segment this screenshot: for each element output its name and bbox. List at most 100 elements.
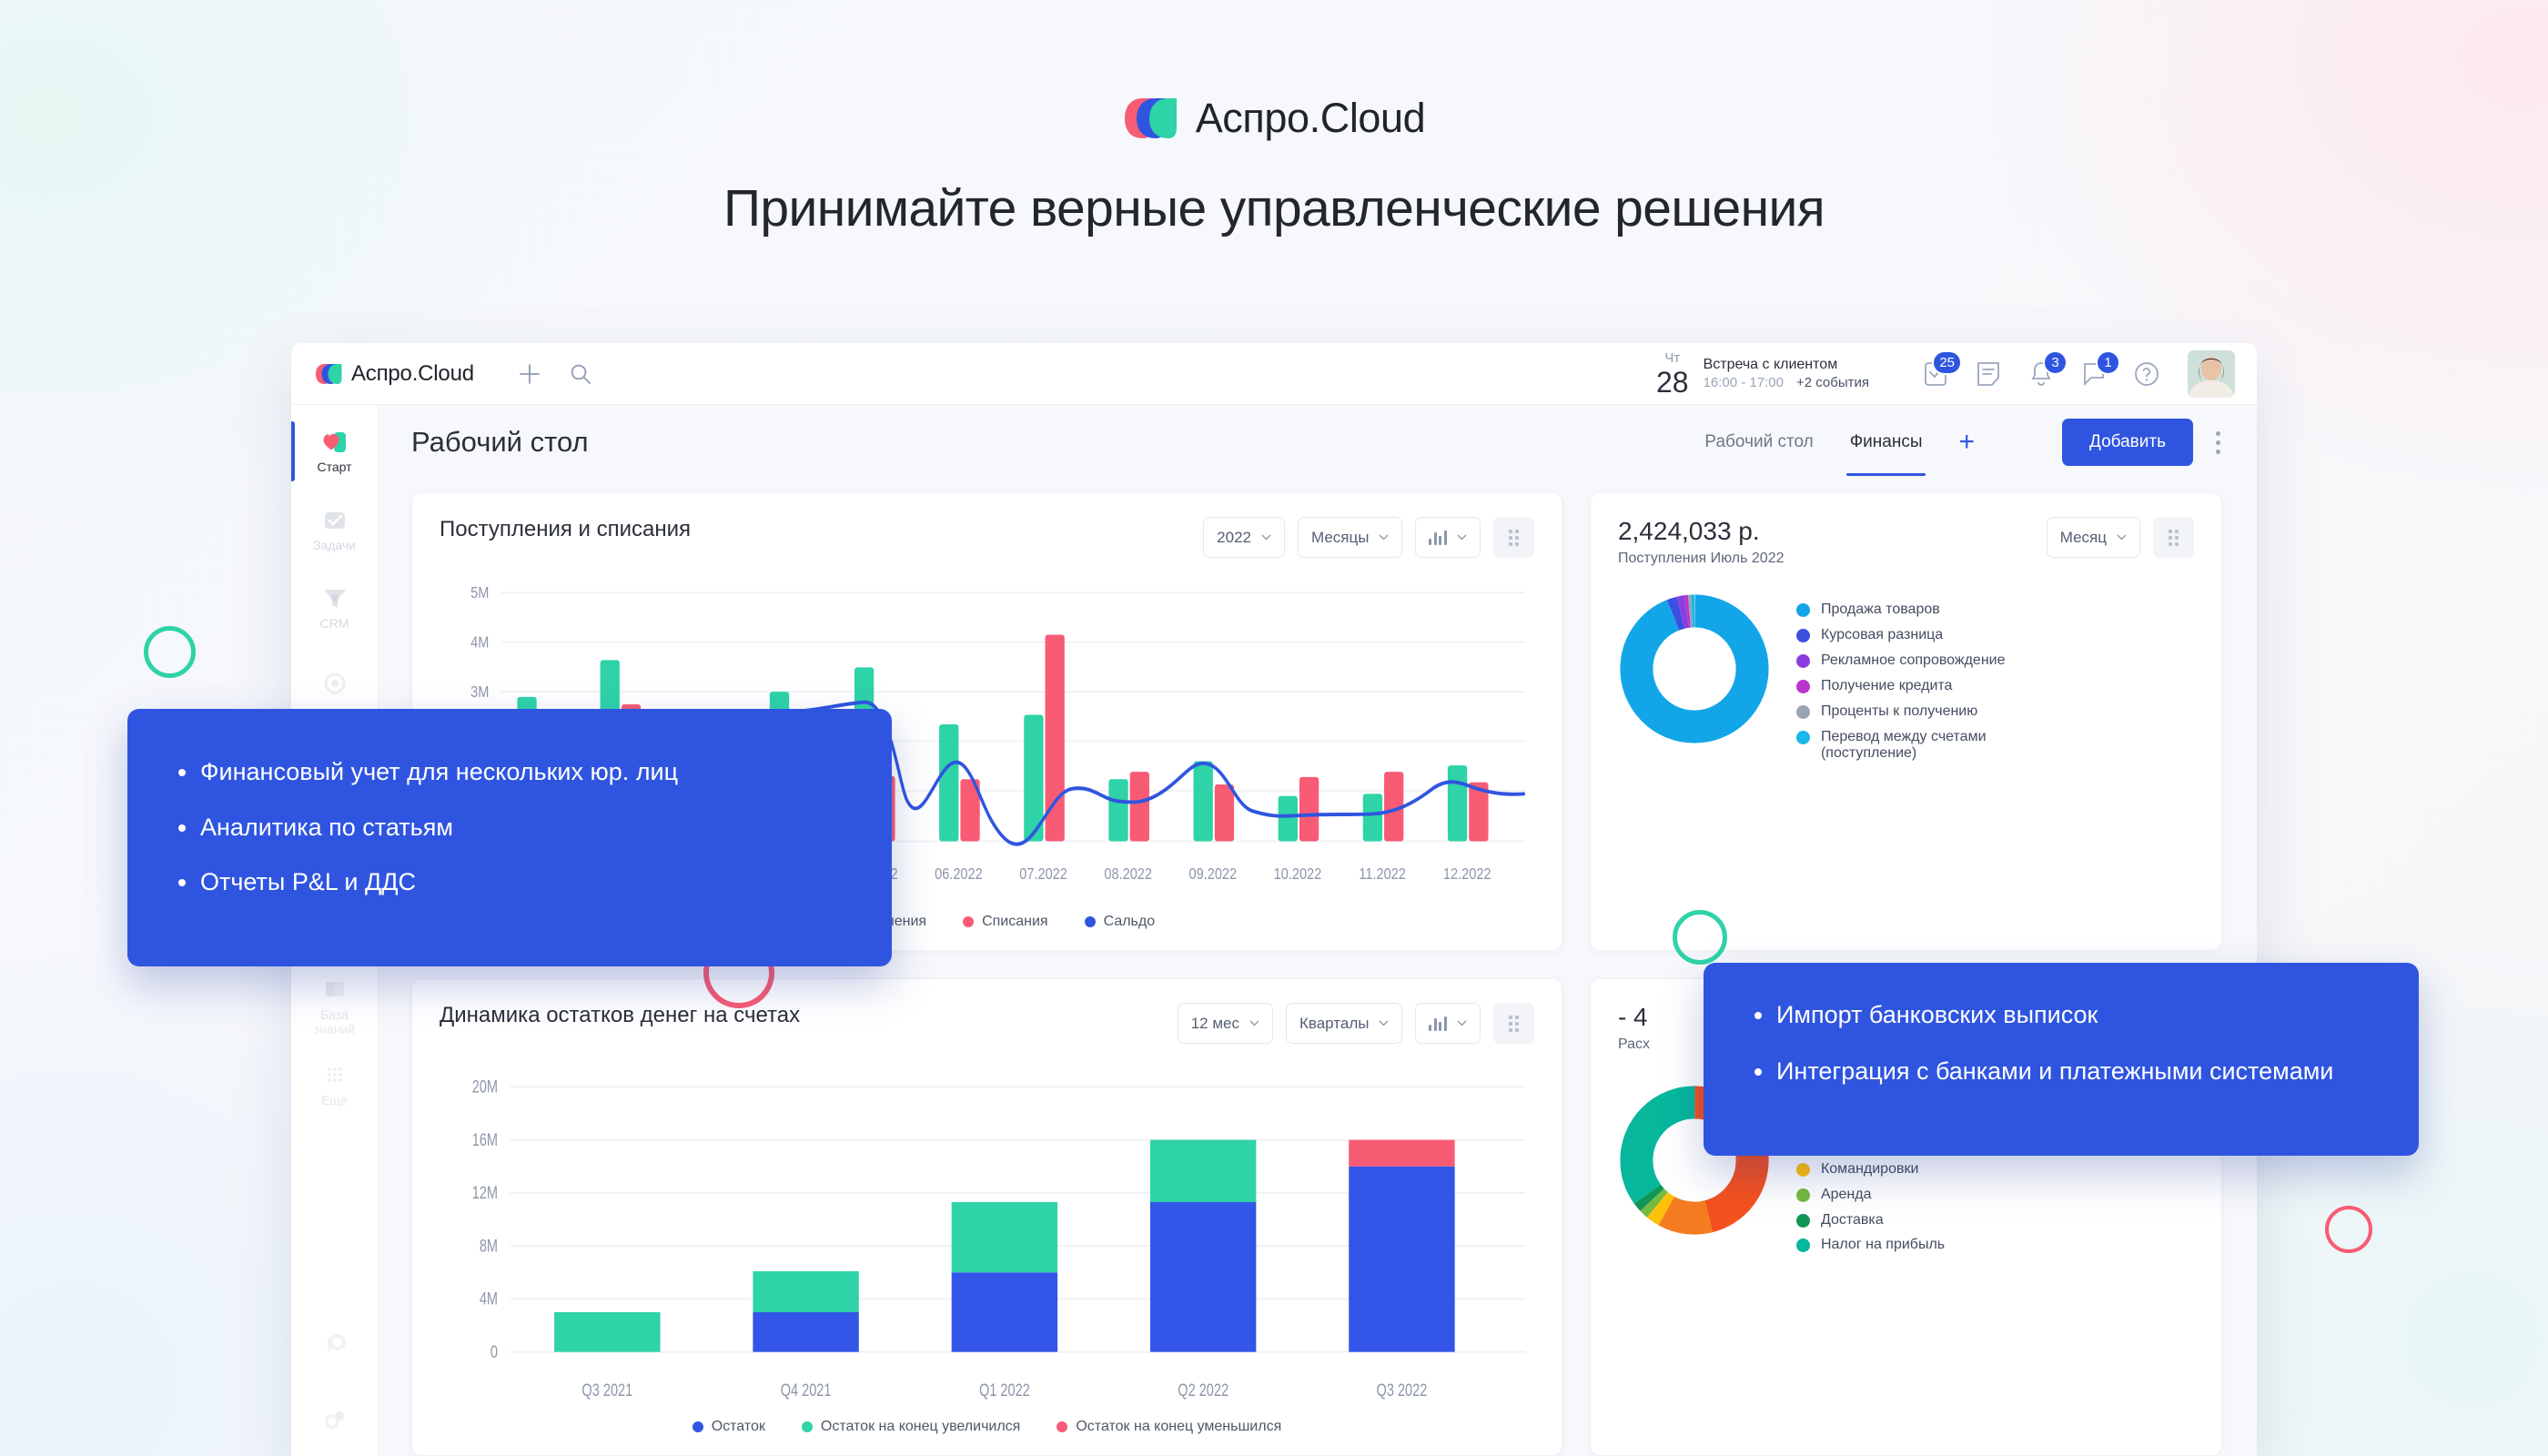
sidebar-item-more[interactable]: Ещё: [291, 1046, 378, 1124]
legend-label: Получение кредита: [1820, 677, 1953, 693]
legend-item[interactable]: Налог на прибыль: [1795, 1237, 1994, 1254]
legend-item[interactable]: Сальдо: [1084, 914, 1155, 930]
legend-item[interactable]: Проценты к получению: [1795, 703, 2019, 721]
search-icon[interactable]: [569, 362, 592, 386]
year-select-value: 2022: [1217, 528, 1251, 546]
svg-text:09.2022: 09.2022: [1189, 865, 1238, 884]
drag-handle-icon[interactable]: [2152, 517, 2194, 558]
chevron-down-icon: [2117, 534, 2127, 541]
sidebar-item-tasks[interactable]: Задачи: [291, 490, 378, 569]
legend-label: Налог на прибыль: [1820, 1237, 1946, 1253]
grouping-select-value: Кварталы: [1299, 1014, 1370, 1032]
more-vertical-icon[interactable]: [2213, 430, 2222, 454]
app-window: Аспро.Cloud Чт 28 Встреча с клиентом 16:…: [291, 343, 2257, 1456]
legend-item[interactable]: Рекламное сопровождение: [1795, 652, 2019, 670]
crm-funnel-icon: [321, 585, 349, 612]
legend-item[interactable]: Остаток: [692, 1419, 765, 1435]
knowledge-base-icon: [321, 976, 349, 1004]
dashboard-grid: Поступления и списания 2022 Месяцы: [379, 480, 2257, 1456]
drag-handle-icon[interactable]: [1492, 517, 1534, 558]
month-select[interactable]: Месяц: [2046, 517, 2140, 558]
start-heart-icon: [321, 429, 349, 456]
sidebar-item-profile[interactable]: [291, 1305, 378, 1383]
page-header: Рабочий стол Рабочий стол Финансы + Доба…: [379, 405, 2257, 480]
sidebar-item-chat[interactable]: [291, 647, 378, 725]
svg-text:12M: 12M: [472, 1183, 498, 1202]
calendar-event-chip[interactable]: Чт 28 Встреча с клиентом 16:00 - 17:00 +…: [1656, 351, 1869, 397]
expense-total-amount: - 4: [1617, 1003, 1648, 1031]
drag-handle-icon[interactable]: [1492, 1003, 1534, 1044]
svg-text:07.2022: 07.2022: [1019, 865, 1067, 884]
legend-item[interactable]: Командировки: [1795, 1160, 1994, 1178]
topbar-brand[interactable]: Аспро.Cloud: [315, 361, 474, 387]
legend-item[interactable]: Доставка: [1795, 1212, 1994, 1229]
chevron-down-icon: [1261, 534, 1271, 541]
callout-left-item: Аналитика по статьям: [169, 812, 850, 844]
legend-label: Остаток на конец уменьшился: [1076, 1419, 1282, 1434]
sidebar-item-knowledge-base[interactable]: База знаний: [291, 967, 378, 1046]
sidebar-item-settings[interactable]: [291, 1383, 378, 1456]
notes-icon[interactable]: [1973, 359, 2004, 389]
legend-label: Проценты к получению: [1820, 703, 1978, 719]
calendar-weekday: Чт: [1664, 349, 1681, 366]
chart-type-select[interactable]: [1415, 517, 1481, 558]
promo-headline: Принимайте верные управленческие решения: [723, 179, 1825, 238]
aspro-logo-icon: [1124, 98, 1177, 138]
svg-text:08.2022: 08.2022: [1104, 865, 1152, 884]
decor-ring-pink: [2325, 1206, 2372, 1253]
chart-type-select[interactable]: [1415, 1003, 1481, 1044]
legend-item[interactable]: Аренда: [1795, 1187, 1994, 1204]
expense-donut-chart: [1620, 1086, 1769, 1235]
chat-round-icon: [321, 671, 349, 698]
bell-icon[interactable]: 3: [2026, 349, 2068, 389]
tasks-icon: [321, 507, 349, 534]
svg-text:Q3 2021: Q3 2021: [581, 1380, 632, 1400]
legend-item[interactable]: Остаток на конец уменьшился: [1057, 1419, 1281, 1435]
page-title: Рабочий стол: [411, 426, 589, 458]
chat-icon[interactable]: 1: [2078, 349, 2120, 389]
legend-item[interactable]: Перевод между счетами (поступление): [1795, 728, 2019, 763]
legend-item[interactable]: Остаток на конец увеличился: [801, 1419, 1020, 1435]
legend-label: Остаток: [711, 1419, 765, 1434]
tasks-badge: 25: [1932, 349, 1962, 375]
avatar[interactable]: [2188, 349, 2235, 398]
svg-text:10.2022: 10.2022: [1274, 865, 1322, 884]
grouping-select[interactable]: Кварталы: [1285, 1003, 1403, 1044]
svg-text:4M: 4M: [470, 633, 489, 652]
svg-text:Q4 2021: Q4 2021: [781, 1380, 832, 1400]
legend-label: Перевод между счетами (поступление): [1820, 728, 1987, 762]
year-select[interactable]: 2022: [1203, 517, 1285, 558]
chat-badge: 1: [2096, 349, 2120, 375]
chevron-down-icon: [1457, 1020, 1467, 1026]
period-select[interactable]: Месяцы: [1297, 517, 1403, 558]
range-select[interactable]: 12 мес: [1177, 1003, 1273, 1044]
tasks-check-icon[interactable]: 25: [1920, 349, 1962, 389]
legend-item[interactable]: Списания: [963, 914, 1048, 930]
topbar-brand-name: Аспро.Cloud: [351, 360, 474, 386]
calendar-event-info: Встреча с клиентом 16:00 - 17:00 +2 собы…: [1704, 355, 1869, 393]
legend-item[interactable]: Получение кредита: [1795, 677, 2019, 695]
legend-label: Командировки: [1820, 1160, 1919, 1177]
more-grid-icon: [321, 1062, 349, 1089]
sidebar-item-crm[interactable]: CRM: [291, 569, 378, 647]
card-balance-dynamics: Динамика остатков денег на счетах 12 мес…: [411, 978, 1562, 1456]
add-button[interactable]: Добавить: [2062, 419, 2193, 466]
range-select-value: 12 мес: [1190, 1014, 1239, 1032]
legend-label: Рекламное сопровождение: [1820, 652, 2006, 668]
legend-item[interactable]: Курсовая разница: [1795, 627, 2019, 644]
tab-finance[interactable]: Финансы: [1845, 409, 1926, 476]
balance-dynamics-chart: 20M 16M 12M 8M 4M 0: [440, 1064, 1534, 1410]
tab-add-button[interactable]: +: [1958, 427, 1976, 457]
income-total-subtitle: Поступления Июль 2022: [1617, 551, 1785, 567]
decor-ring-teal: [144, 626, 196, 678]
event-more-count: +2 события: [1795, 375, 1869, 391]
sidebar-item-label: База знаний: [313, 1006, 356, 1036]
chevron-down-icon: [1379, 1020, 1389, 1026]
month-select-value: Месяц: [2059, 528, 2107, 546]
tab-workspace[interactable]: Рабочий стол: [1704, 432, 1814, 451]
help-circle-icon[interactable]: [2131, 359, 2162, 389]
legend-item[interactable]: Продажа товаров: [1795, 602, 2019, 619]
plus-icon[interactable]: [518, 362, 541, 386]
income-donut-chart: [1620, 594, 1769, 743]
sidebar-item-start[interactable]: Старт: [291, 412, 378, 490]
